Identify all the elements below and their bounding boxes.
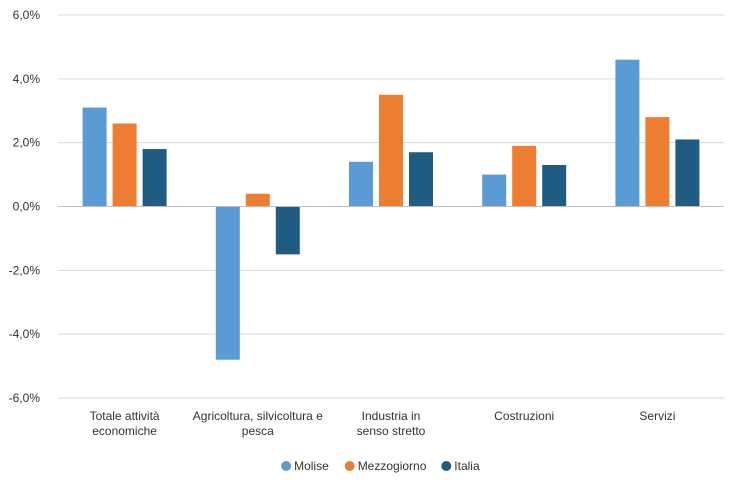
bar-italia-4 xyxy=(675,139,700,207)
legend-label-mezzogiorno: Mezzogiorno xyxy=(358,459,427,473)
legend-label-molise: Molise xyxy=(294,459,329,473)
x-category-label-line: senso stretto xyxy=(357,424,426,438)
bar-molise-3 xyxy=(482,174,507,207)
x-category-label: Industria in senso stretto xyxy=(357,409,426,438)
x-category-label-line: Costruzioni xyxy=(494,409,554,423)
legend-marker-italia xyxy=(441,461,452,471)
bar-mezzogiorno-2 xyxy=(379,94,403,207)
y-axis-tick-labels: 6,0% 4,0% 2,0% 0,0% -2,0% -4,0% -6,0% xyxy=(9,8,41,405)
bar-italia-0 xyxy=(142,149,167,207)
x-axis-category-labels: Totale attività economiche Agricoltura, si… xyxy=(90,409,676,438)
legend-label-italia: Italia xyxy=(454,459,480,473)
legend-marker-molise xyxy=(281,461,292,471)
y-tick-label: 0,0% xyxy=(13,200,41,214)
bar-mezzogiorno-4 xyxy=(645,117,670,207)
bar-italia-1 xyxy=(275,206,300,255)
y-tick-label: 2,0% xyxy=(13,136,41,150)
legend: Molise Mezzogiorno Italia xyxy=(281,459,480,473)
x-category-label: Costruzioni xyxy=(494,409,554,423)
bar-molise-0 xyxy=(82,107,107,207)
y-tick-label: -2,0% xyxy=(9,263,41,277)
bar-mezzogiorno-1 xyxy=(245,193,270,207)
bars xyxy=(58,59,724,360)
bar-molise-4 xyxy=(615,59,640,207)
x-category-label-line: Servizi xyxy=(639,409,675,423)
legend-marker-mezzogiorno xyxy=(344,461,355,471)
x-category-label-line: Industria in xyxy=(362,409,421,423)
bar-mezzogiorno-0 xyxy=(112,123,137,207)
bar-molise-2 xyxy=(349,161,373,207)
x-category-label: Totale attività economiche xyxy=(90,409,160,438)
y-tick-label: 6,0% xyxy=(13,8,41,22)
x-category-label-line: Agricoltura, silvicoltura e xyxy=(193,409,323,423)
y-tick-label: 4,0% xyxy=(13,72,41,86)
bar-italia-2 xyxy=(409,152,433,207)
x-category-label-line: Totale attività xyxy=(90,409,160,423)
y-tick-label: -6,0% xyxy=(9,391,41,405)
x-category-label-line: pesca xyxy=(242,424,274,438)
x-category-label-line: economiche xyxy=(92,424,157,438)
y-tick-label: -4,0% xyxy=(9,327,41,341)
bar-italia-3 xyxy=(542,165,567,207)
bar-mezzogiorno-3 xyxy=(512,145,537,207)
x-category-label: Servizi xyxy=(639,409,675,423)
x-category-label: Agricoltura, silvicoltura e pesca xyxy=(193,409,323,438)
bar-molise-1 xyxy=(215,206,240,360)
